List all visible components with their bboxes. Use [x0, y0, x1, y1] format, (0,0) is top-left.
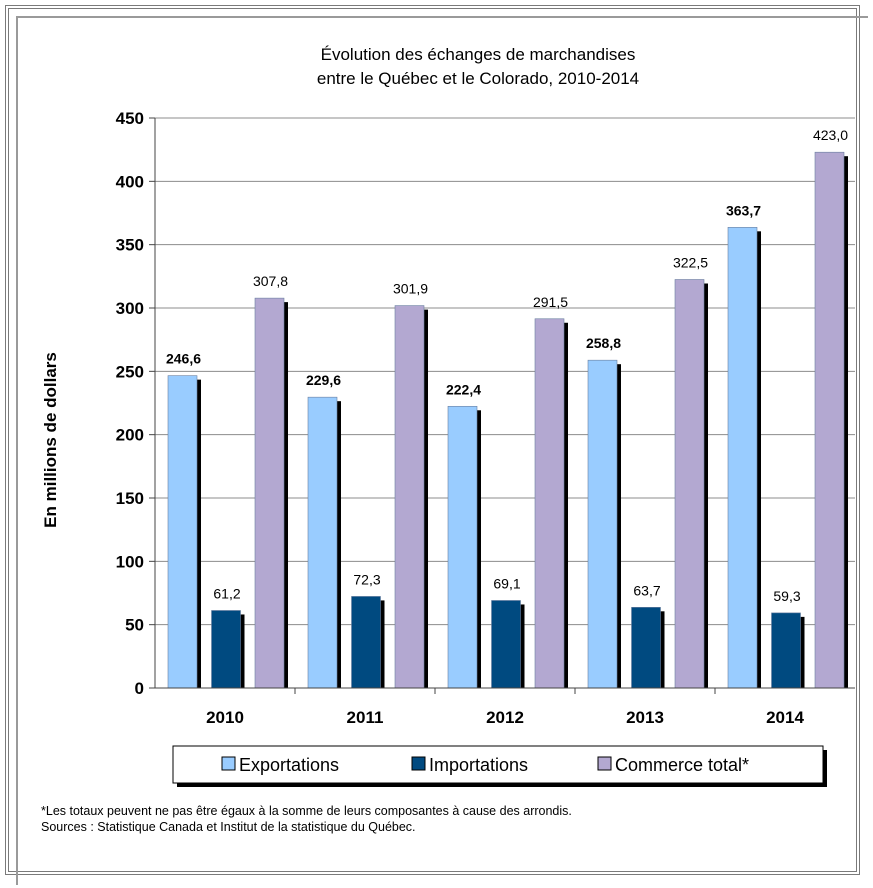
bars: 246,6 61,2 307,8 229,6 72,3 301,9 222,4 69,1 291… [166, 127, 848, 689]
bar-importations [351, 596, 381, 689]
axes: 0 50 100 150 200 250 300 350 400 450 2010 2011 2012 2… [116, 109, 855, 727]
legend-swatch [221, 756, 236, 771]
x-tick-label: 2012 [486, 708, 524, 727]
y-tick-label: 250 [116, 362, 144, 381]
bar-commerce-total [814, 151, 845, 689]
legend-label: Importations [429, 755, 528, 775]
data-label: 222,4 [446, 381, 481, 397]
footnote-sources: Sources : Statistique Canada et Institut… [41, 820, 416, 834]
legend: Exportations Importations Commerce total* [172, 745, 827, 787]
data-label: 322,5 [673, 255, 708, 271]
legend-label: Exportations [239, 755, 339, 775]
bar-importations [771, 612, 801, 689]
data-label: 61,2 [213, 585, 240, 601]
data-label: 246,6 [166, 351, 201, 367]
bar-importations [211, 610, 241, 689]
bar-exportations [307, 396, 338, 689]
bar-commerce-total [534, 318, 565, 689]
bar-commerce-total [394, 305, 425, 689]
footnote-rounding: *Les totaux peuvent ne pas être égaux à … [41, 804, 572, 818]
bar-exportations [587, 359, 618, 689]
x-tick-label: 2013 [626, 708, 664, 727]
data-label: 69,1 [493, 575, 520, 591]
chart-title-line-2: entre le Québec et le Colorado, 2010-201… [317, 69, 639, 88]
x-tick-label: 2014 [766, 708, 804, 727]
legend-label: Commerce total* [615, 755, 749, 775]
chart-frame [5, 5, 860, 875]
bar-exportations [167, 375, 198, 689]
data-label: 63,7 [633, 582, 660, 598]
legend-swatch [411, 756, 426, 771]
y-tick-label: 350 [116, 236, 144, 255]
data-label: 363,7 [726, 202, 761, 218]
y-tick-label: 450 [116, 109, 144, 128]
data-label: 258,8 [586, 335, 621, 351]
bar-importations [631, 607, 661, 689]
legend-box [172, 745, 824, 784]
y-tick-label: 400 [116, 172, 144, 191]
data-label: 291,5 [533, 294, 568, 310]
data-label: 423,0 [813, 127, 848, 143]
y-tick-label: 150 [116, 489, 144, 508]
y-tick-label: 300 [116, 299, 144, 318]
chart-frame-inner [16, 16, 868, 885]
y-tick-label: 100 [116, 552, 144, 571]
data-label: 229,6 [306, 372, 341, 388]
data-label: 301,9 [393, 281, 428, 297]
x-tick-label: 2010 [206, 708, 244, 727]
data-label: 59,3 [773, 588, 800, 604]
y-axis-label: En millions de dollars [41, 352, 60, 528]
data-label: 72,3 [353, 571, 380, 587]
chart-title-line-1: Évolution des échanges de marchandises [321, 45, 636, 64]
legend-swatch [597, 756, 612, 771]
bar-importations [491, 600, 521, 689]
bar-exportations [727, 227, 758, 689]
y-tick-label: 200 [116, 426, 144, 445]
x-tick-label: 2011 [347, 708, 384, 727]
data-label: 307,8 [253, 273, 288, 289]
y-tick-label: 50 [125, 616, 144, 635]
bar-commerce-total [674, 279, 705, 689]
y-tick-label: 0 [135, 679, 144, 698]
bar-commerce-total [254, 297, 285, 689]
bar-exportations [447, 405, 478, 689]
